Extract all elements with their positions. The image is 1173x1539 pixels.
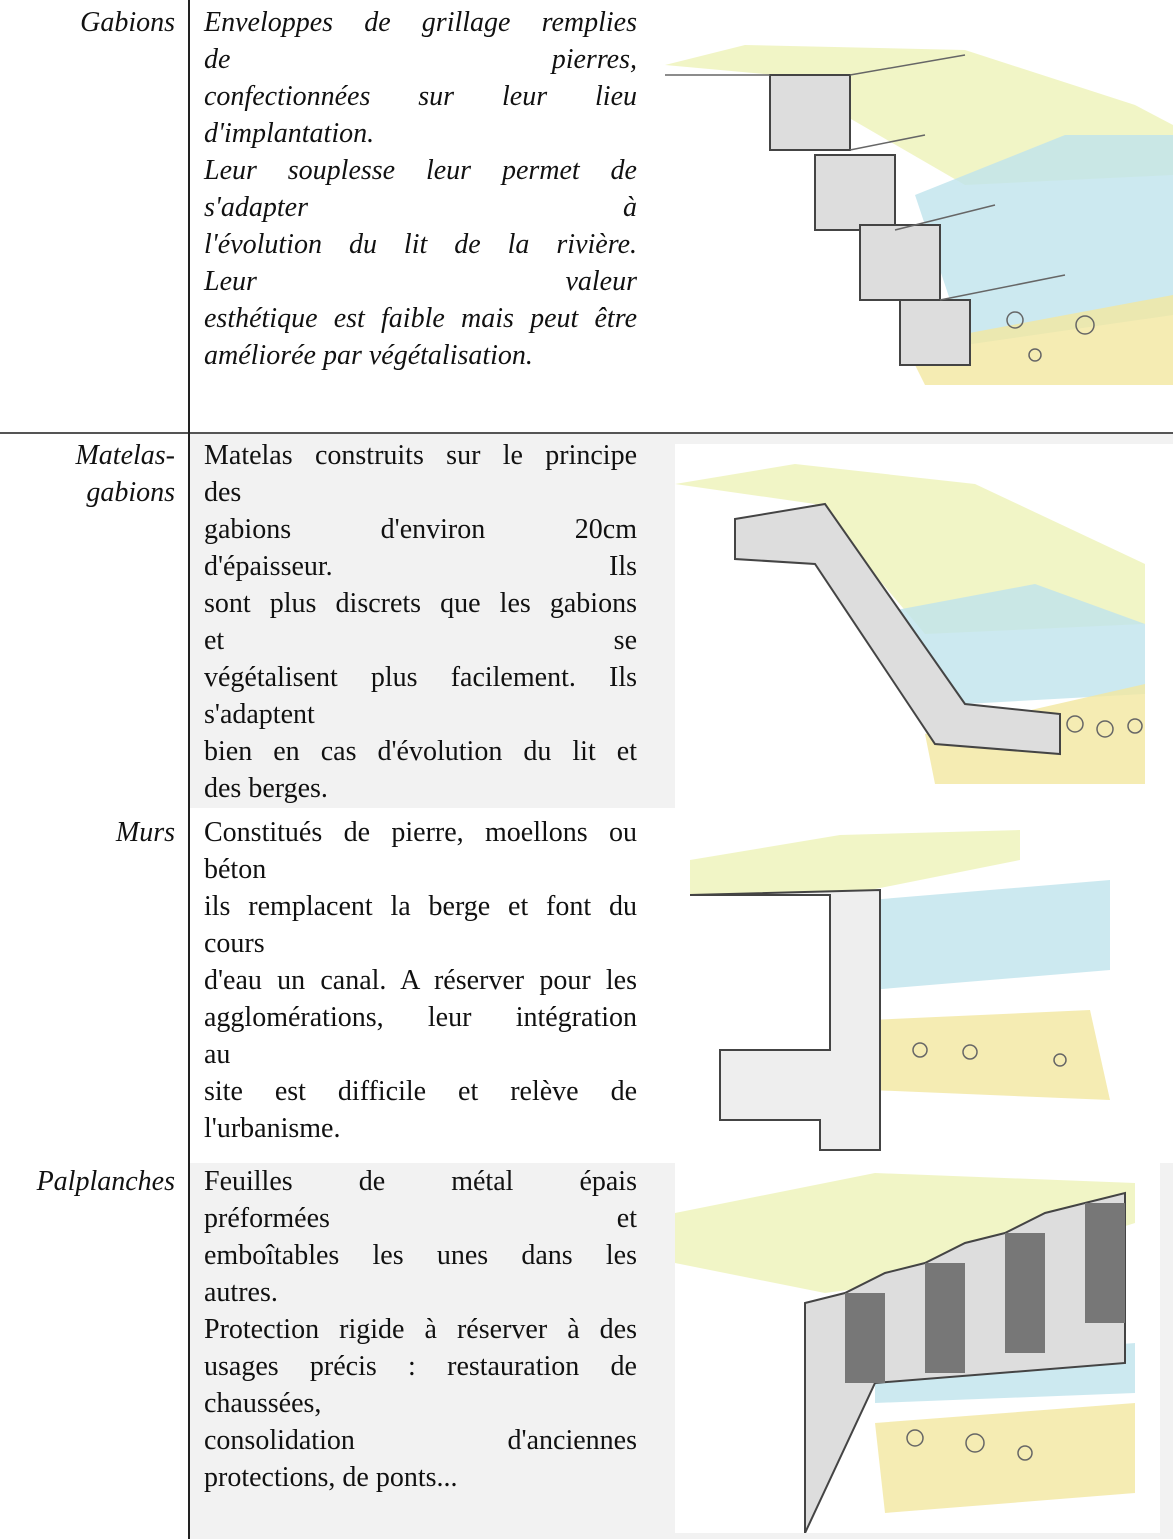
text-line: Feuilles de métal épais bbox=[204, 1166, 637, 1197]
text-line: des bbox=[204, 477, 242, 508]
label-line: Matelas- bbox=[75, 440, 175, 471]
text-line: et se bbox=[204, 625, 637, 656]
text-line: site est difficile et relève de bbox=[204, 1076, 637, 1107]
text-line: s'adaptent bbox=[204, 699, 315, 730]
label-line: Palplanches bbox=[36, 1166, 175, 1197]
text-line: usages précis : restauration de bbox=[204, 1351, 637, 1382]
table-row: Gabions Enveloppes de grillage remplies … bbox=[0, 0, 1173, 433]
table-row: Murs Constitués de pierre, moellons ou b… bbox=[0, 808, 1173, 1163]
text-line: gabions d'environ 20cm bbox=[204, 514, 637, 545]
text-line: d'implantation. bbox=[204, 118, 375, 149]
text-line: cours bbox=[204, 928, 265, 959]
label-line: gabions bbox=[86, 477, 175, 508]
text-line: s'adapter à bbox=[204, 192, 637, 223]
text-line: d'eau un canal. A réserver pour les bbox=[204, 965, 637, 996]
text-line: d'épaisseur. Ils bbox=[204, 551, 637, 582]
row-text: Constitués de pierre, moellons ou béton … bbox=[204, 814, 637, 1147]
text-line: protections, de ponts... bbox=[204, 1462, 458, 1493]
text-line: l'évolution du lit de la rivière. bbox=[204, 229, 637, 260]
text-line: confectionnées sur leur lieu bbox=[204, 81, 637, 112]
text-line: Constitués de pierre, moellons ou bbox=[204, 817, 637, 848]
text-line: Enveloppes de grillage remplies bbox=[204, 7, 637, 38]
table-row: Matelas- gabions Matelas construits sur … bbox=[0, 434, 1173, 808]
label-line: Murs bbox=[115, 817, 175, 848]
text-line: Protection rigide à réserver à des bbox=[204, 1314, 637, 1345]
text-line: béton bbox=[204, 854, 267, 885]
text-line: améliorée par végétalisation. bbox=[204, 340, 533, 371]
row-text: Feuilles de métal épais préformées et em… bbox=[204, 1163, 637, 1496]
column-divider bbox=[188, 0, 190, 1539]
text-line: consolidation d'anciennes bbox=[204, 1425, 637, 1456]
row-label: Palplanches bbox=[0, 1163, 175, 1200]
text-line: l'urbanisme. bbox=[204, 1113, 341, 1144]
palplanches-illustration bbox=[675, 1163, 1160, 1533]
gabions-illustration bbox=[665, 45, 1173, 385]
matelas-illustration bbox=[675, 444, 1173, 808]
text-line: au bbox=[204, 1039, 231, 1070]
text-line: des berges. bbox=[204, 773, 328, 804]
text-line: bien en cas d'évolution du lit et bbox=[204, 736, 637, 767]
text-line: Matelas construits sur le principe bbox=[204, 440, 637, 471]
text-line: préformées et bbox=[204, 1203, 637, 1234]
row-label: Matelas- gabions bbox=[0, 437, 175, 511]
row-divider bbox=[0, 432, 1173, 434]
text-line: emboîtables les unes dans les bbox=[204, 1240, 637, 1271]
table-row: Palplanches Feuilles de métal épais préf… bbox=[0, 1163, 1173, 1539]
text-line: esthétique est faible mais peut être bbox=[204, 303, 637, 334]
text-line: ils remplacent la berge et font du bbox=[204, 891, 637, 922]
text-line: autres. bbox=[204, 1277, 278, 1308]
row-label: Gabions bbox=[0, 4, 175, 41]
text-line: agglomérations, leur intégration bbox=[204, 1002, 637, 1033]
row-text: Enveloppes de grillage remplies de pierr… bbox=[204, 4, 637, 374]
text-line: de pierres, bbox=[204, 44, 637, 75]
label-line: Gabions bbox=[80, 7, 175, 38]
row-label: Murs bbox=[0, 814, 175, 851]
murs-illustration bbox=[690, 830, 1110, 1151]
row-text: Matelas construits sur le principe des g… bbox=[204, 437, 637, 807]
text-line: chaussées, bbox=[204, 1388, 322, 1419]
text-line: sont plus discrets que les gabions bbox=[204, 588, 637, 619]
text-line: Leur souplesse leur permet de bbox=[204, 155, 637, 186]
text-line: végétalisent plus facilement. Ils bbox=[204, 662, 637, 693]
text-line: Leur valeur bbox=[204, 266, 637, 297]
